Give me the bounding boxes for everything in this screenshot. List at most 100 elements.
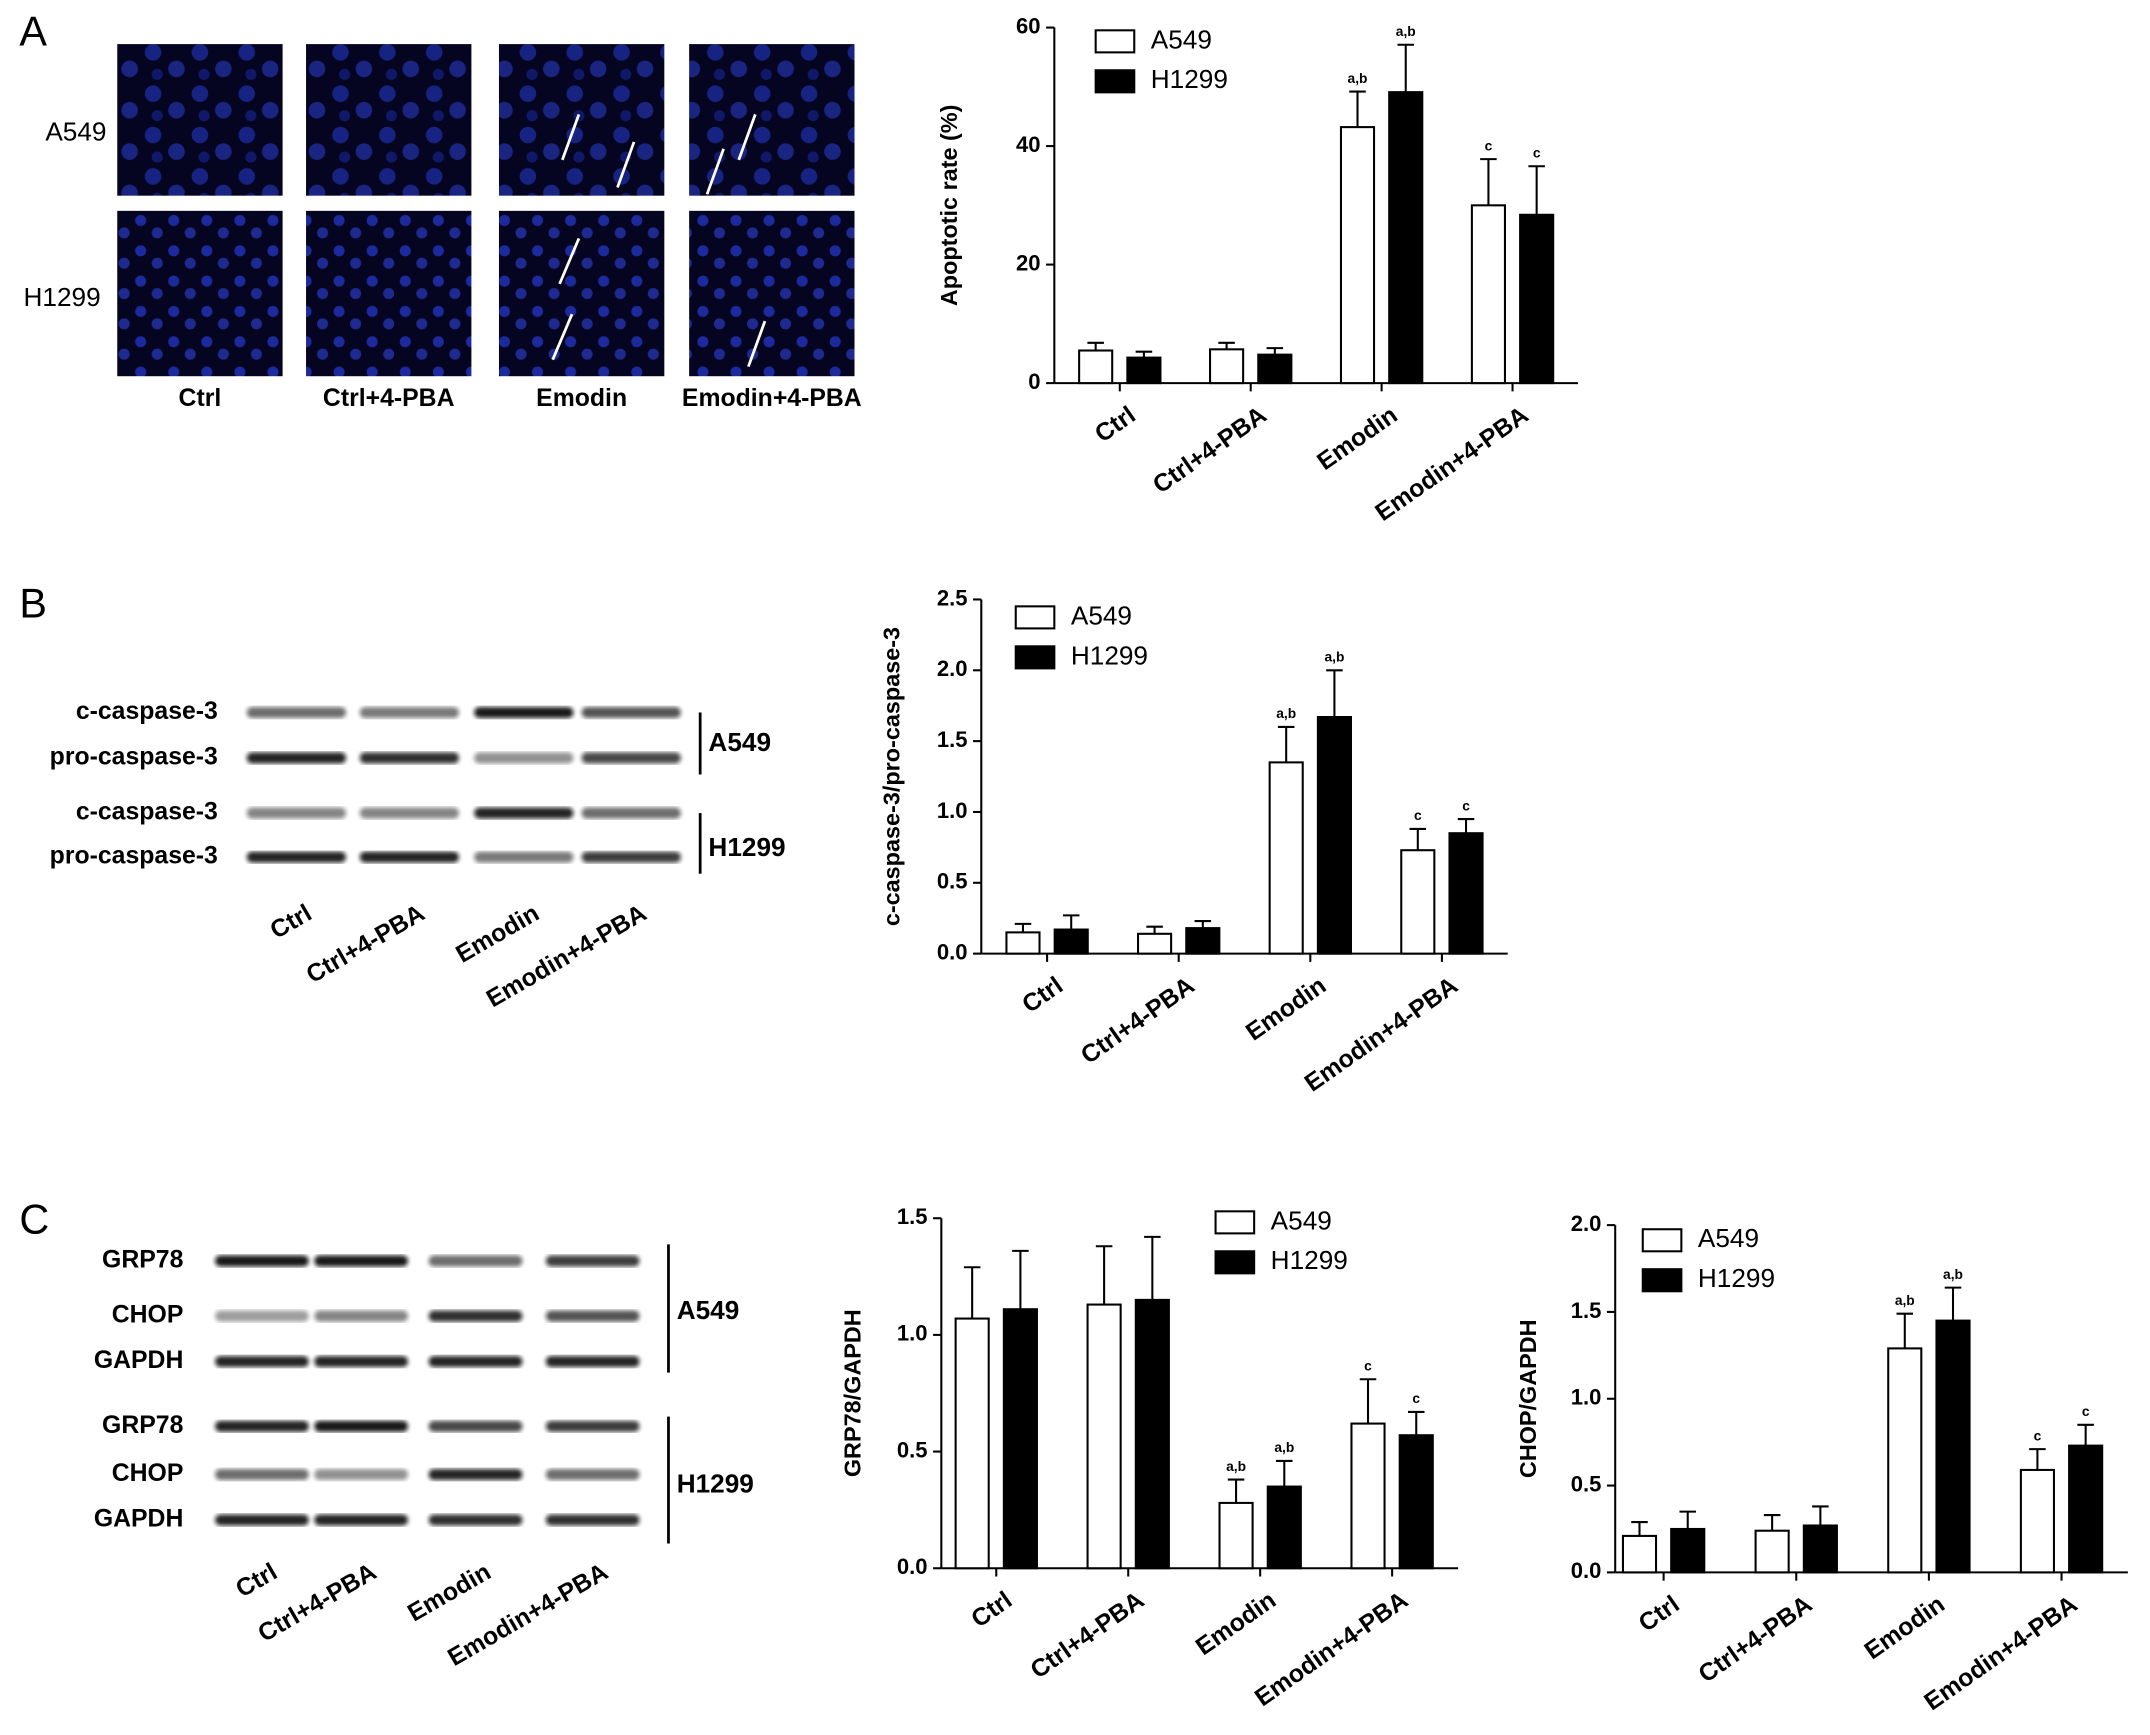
annotation: c bbox=[1485, 138, 1493, 153]
bar bbox=[1005, 931, 1041, 955]
y-tick-label: 2.0 bbox=[937, 656, 968, 681]
blot-band bbox=[246, 807, 346, 819]
blot-band bbox=[545, 1310, 640, 1322]
y-tick-label: 20 bbox=[1016, 250, 1041, 275]
blot-band bbox=[545, 1514, 640, 1526]
x-tick-label: Emodin bbox=[1313, 402, 1403, 476]
bar bbox=[1257, 353, 1293, 385]
annotation: c bbox=[1414, 808, 1422, 823]
y-axis-label: GRP78/GAPDH bbox=[840, 1309, 866, 1477]
arrow bbox=[558, 237, 581, 285]
blot-band bbox=[359, 851, 459, 863]
blot-row-label: pro-caspase-3 bbox=[50, 743, 218, 770]
blot-band bbox=[428, 1356, 523, 1368]
bar bbox=[2068, 1444, 2104, 1574]
y-tick-label: 1.5 bbox=[897, 1204, 928, 1229]
legend-swatch bbox=[1094, 69, 1136, 94]
x-tick-label: Ctrl bbox=[967, 1587, 1017, 1634]
bar bbox=[1185, 927, 1221, 955]
column-label: Emodin bbox=[536, 385, 627, 412]
bar bbox=[1519, 213, 1555, 385]
bar bbox=[1621, 1534, 1658, 1574]
blot-group-label: A549 bbox=[677, 1295, 740, 1325]
blot-band bbox=[215, 1420, 309, 1432]
y-tick-label: 60 bbox=[1016, 13, 1041, 38]
micrograph bbox=[689, 210, 855, 377]
micrograph bbox=[498, 44, 665, 196]
x-tick-label: Ctrl bbox=[1634, 1591, 1684, 1638]
legend-swatch bbox=[1214, 1250, 1256, 1275]
blot-group-label: H1299 bbox=[708, 832, 785, 862]
legend-swatch bbox=[1094, 29, 1136, 54]
blot-band bbox=[314, 1420, 409, 1432]
legend-swatch bbox=[1641, 1268, 1683, 1293]
annotation: a,b bbox=[1226, 1459, 1246, 1474]
bar bbox=[1086, 1303, 1122, 1570]
bar bbox=[1802, 1524, 1838, 1574]
y-tick-label: 1.0 bbox=[1571, 1385, 1602, 1410]
legend-label: H1299 bbox=[1071, 640, 1148, 670]
bar bbox=[1316, 716, 1352, 955]
annotation: a,b bbox=[1276, 706, 1296, 721]
legend-label: A549 bbox=[1071, 600, 1132, 630]
blot-row-label: c-caspase-3 bbox=[76, 698, 218, 725]
blot-band bbox=[215, 1356, 309, 1368]
annotation: a,b bbox=[1895, 1293, 1915, 1308]
blot-band bbox=[474, 752, 574, 764]
bar bbox=[1470, 204, 1506, 385]
y-tick-label: 0.5 bbox=[897, 1437, 928, 1462]
blot-band bbox=[359, 807, 459, 819]
blot-row-label: GAPDH bbox=[94, 1506, 184, 1533]
y-tick-label: 2.0 bbox=[1571, 1211, 1602, 1236]
x-tick-label: Ctrl bbox=[1090, 402, 1140, 449]
blot-row-label: GRP78 bbox=[102, 1246, 184, 1273]
blot-group-label: A549 bbox=[708, 727, 771, 757]
bar bbox=[1126, 356, 1162, 385]
bar bbox=[1887, 1347, 1923, 1574]
panel-label: C bbox=[19, 1196, 49, 1242]
blot-row-label: CHOP bbox=[112, 1302, 184, 1329]
micrograph bbox=[117, 210, 283, 377]
micrograph bbox=[117, 44, 283, 196]
blot-lane-label: Ctrl bbox=[266, 900, 316, 945]
bar bbox=[1448, 832, 1484, 955]
blot-row-label: CHOP bbox=[112, 1460, 184, 1487]
column-label: Ctrl+4-PBA bbox=[323, 385, 455, 412]
arrow bbox=[561, 113, 581, 161]
legend-swatch bbox=[1641, 1228, 1683, 1253]
blot-band bbox=[314, 1469, 409, 1481]
bar bbox=[1053, 928, 1089, 955]
blot-lane-label: Emodin bbox=[403, 1558, 495, 1627]
x-tick-label: Emodin bbox=[1860, 1591, 1950, 1665]
bar bbox=[1268, 761, 1304, 955]
legend-label: A549 bbox=[1271, 1205, 1332, 1235]
x-tick-label: Emodin bbox=[1241, 972, 1331, 1046]
blot-band bbox=[314, 1310, 409, 1322]
bar bbox=[1754, 1529, 1790, 1574]
blot-row-label: GAPDH bbox=[94, 1347, 184, 1374]
blot-band bbox=[359, 752, 459, 764]
bar bbox=[1670, 1527, 1706, 1574]
blot-band bbox=[359, 706, 459, 718]
bar bbox=[1339, 126, 1376, 385]
arrow bbox=[737, 113, 757, 161]
arrow bbox=[705, 148, 725, 195]
blot-band bbox=[215, 1310, 309, 1322]
blot-band bbox=[545, 1469, 640, 1481]
bar bbox=[1078, 349, 1114, 385]
blot-band bbox=[545, 1255, 640, 1267]
bar bbox=[1398, 1434, 1434, 1570]
annotation: c bbox=[1533, 145, 1541, 160]
blot-band bbox=[314, 1356, 409, 1368]
annotation: c bbox=[1364, 1358, 1372, 1373]
y-axis-label: c-caspase-3/pro-caspase-3 bbox=[878, 627, 904, 926]
row-label: A549 bbox=[45, 117, 106, 147]
blot-band bbox=[428, 1514, 523, 1526]
bar bbox=[1350, 1422, 1386, 1570]
bar bbox=[1209, 348, 1245, 385]
blot-band bbox=[545, 1420, 640, 1432]
annotation: a,b bbox=[1348, 71, 1368, 86]
annotation: c bbox=[1412, 1391, 1420, 1406]
blot-band bbox=[545, 1356, 640, 1368]
annotation: a,b bbox=[1324, 650, 1344, 665]
